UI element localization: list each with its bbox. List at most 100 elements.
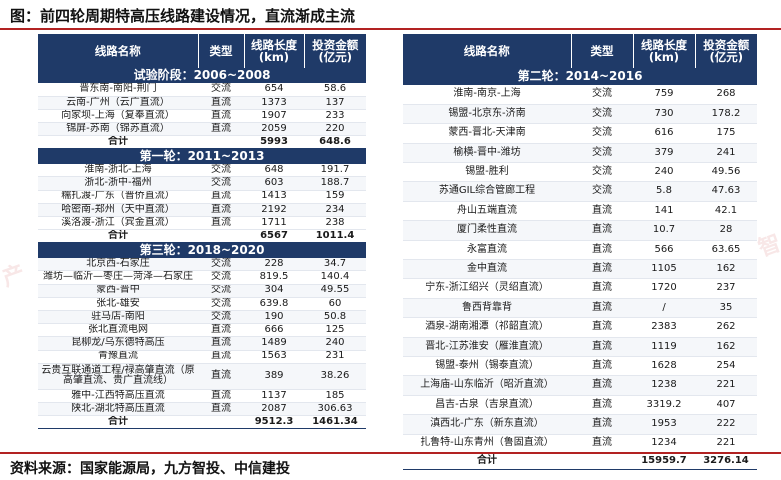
line-investment: 233 [304,109,366,124]
line-investment: 140.4 [304,270,366,285]
table-row: 糯扎渡-广东（普侨直流） 直流 1413 159 [38,190,366,204]
table-row: 驻马店-南阳 交流 190 50.8 [38,310,366,325]
line-investment: 49.56 [695,162,757,183]
line-investment: 60 [304,297,366,311]
line-investment: 241 [695,143,757,164]
line-investment: 220 [304,122,366,137]
line-name: 厦门柔性直流 [403,220,571,241]
line-type: 直流 [198,190,244,204]
line-investment: 231 [304,350,366,364]
line-name: 锡盟-泰州（锡泰直流） [403,356,571,377]
line-length: 228 [244,257,304,272]
line-investment: 240 [304,336,366,351]
line-length: 1953 [633,414,695,435]
line-type: 直流 [571,201,633,222]
line-investment: 221 [695,434,757,454]
line-investment: 162 [695,337,757,357]
line-length: 819.5 [244,270,304,285]
table-row: 陕北-湖北特高压直流 直流 2087 306.63 [38,402,366,417]
table-row: 晋北-江苏淮安（雁淮直流） 直流 1119 162 [403,337,757,357]
line-type: 交流 [571,143,633,164]
line-name: 淮南-浙北-上海 [38,163,198,178]
total-length: 6567 [244,229,304,244]
line-name: 舟山五端直流 [403,201,571,222]
line-name: 宁东-浙江绍兴（灵绍直流） [403,278,571,299]
line-type: 直流 [571,337,633,357]
line-name: 锡盟-北京东-济南 [403,104,571,125]
line-investment: 221 [695,375,757,396]
line-name: 雅中-江西特高压直流 [38,389,198,404]
line-name: 糯扎渡-广东（普侨直流） [38,190,198,204]
line-name: 滇西北-广东（新东直流） [403,414,571,435]
header-name: 线路名称 [403,34,572,68]
line-type: 直流 [198,336,244,351]
line-type: 交流 [571,85,633,105]
line-type: 直流 [571,317,633,338]
line-type: 直流 [198,402,244,417]
line-investment: 262 [695,317,757,338]
line-type: 交流 [198,284,244,298]
line-investment: 238 [304,216,366,231]
header-invest: 投资金额 (亿元) [304,34,366,68]
table-row: 哈密南-郑州（天中直流） 直流 2192 234 [38,203,366,218]
table-row: 浙北-浙中-福州 交流 603 188.7 [38,176,366,191]
line-length: 5.8 [633,181,695,202]
line-type: 直流 [571,278,633,299]
table-row: 青豫直流 直流 1563 231 [38,350,366,364]
line-type: 交流 [571,104,633,125]
line-investment: 237 [695,278,757,299]
line-name: 榆横-晋中-潍坊 [403,143,571,164]
table-row: 锦屏-苏南（锦苏直流） 直流 2059 220 [38,122,366,137]
line-length: 2383 [633,317,695,338]
table-row: 扎鲁特-山东青州（鲁固直流） 直流 1234 221 [403,434,757,454]
line-length: 616 [633,123,695,144]
total-row: 合计 6567 1011.4 [38,229,366,244]
line-type: 直流 [571,395,633,416]
line-type: 直流 [571,220,633,241]
line-investment: 42.1 [695,201,757,222]
table-row: 金中直流 直流 1105 162 [403,259,757,280]
line-investment: 407 [695,395,757,416]
section-title: 试验阶段：2006~2008 [38,68,366,83]
line-type: 直流 [198,350,244,364]
table-row: 酒泉-湖南湘潭（祁韶直流） 直流 2383 262 [403,317,757,338]
table-row: 苏通GIL综合管廊工程 交流 5.8 47.63 [403,181,757,202]
line-type: 直流 [198,96,244,110]
total-length: 9512.3 [244,415,304,430]
table-right: 线路名称 类型 线路长度 (km) 投资金额 (亿元) 第二轮：2014~2016 淮南-… [403,34,757,470]
line-length: 304 [244,284,304,298]
line-investment: 34.7 [304,257,366,272]
table-row: 淮南-浙北-上海 交流 648 191.7 [38,163,366,178]
line-length: 566 [633,240,695,261]
total-label: 合计 [38,135,198,150]
table-row: 锡盟-北京东-济南 交流 730 178.2 [403,104,757,125]
line-type: 直流 [571,356,633,377]
line-length: 1238 [633,375,695,396]
table-row: 张北-雄安 交流 639.8 60 [38,297,366,311]
table-row: 锡盟-胜利 交流 240 49.56 [403,162,757,183]
line-name: 浙北-浙中-福州 [38,176,198,191]
header-type: 类型 [198,34,245,68]
table-row: 滇西北-广东（新东直流） 直流 1953 222 [403,414,757,435]
section-title: 第二轮：2014~2016 [403,68,757,85]
section-title-row: 第一轮：2011~2013 [38,148,366,164]
line-length: 141 [633,201,695,222]
line-name: 锡盟-胜利 [403,162,571,183]
line-type: 直流 [198,363,244,391]
total-type-empty [198,135,244,150]
line-name: 青豫直流 [38,350,198,364]
line-type: 直流 [198,109,244,124]
line-name: 苏通GIL综合管廊工程 [403,181,571,202]
line-investment: 47.63 [695,181,757,202]
table-header-row: 线路名称 类型 线路长度 (km) 投资金额 (亿元) [38,34,366,68]
line-name: 向家坝-上海（复奉直流） [38,109,198,124]
table-row: 昆柳龙/乌东德特高压 直流 1489 240 [38,336,366,351]
line-name: 金中直流 [403,259,571,280]
table-row: 溪洛渡-浙江（宾金直流） 直流 1711 238 [38,216,366,231]
line-length: 3319.2 [633,395,695,416]
line-type: 交流 [571,123,633,144]
line-length: 1711 [244,216,304,231]
line-length: 603 [244,176,304,191]
line-investment: 306.63 [304,402,366,417]
line-name: 北京西-石家庄 [38,257,198,272]
